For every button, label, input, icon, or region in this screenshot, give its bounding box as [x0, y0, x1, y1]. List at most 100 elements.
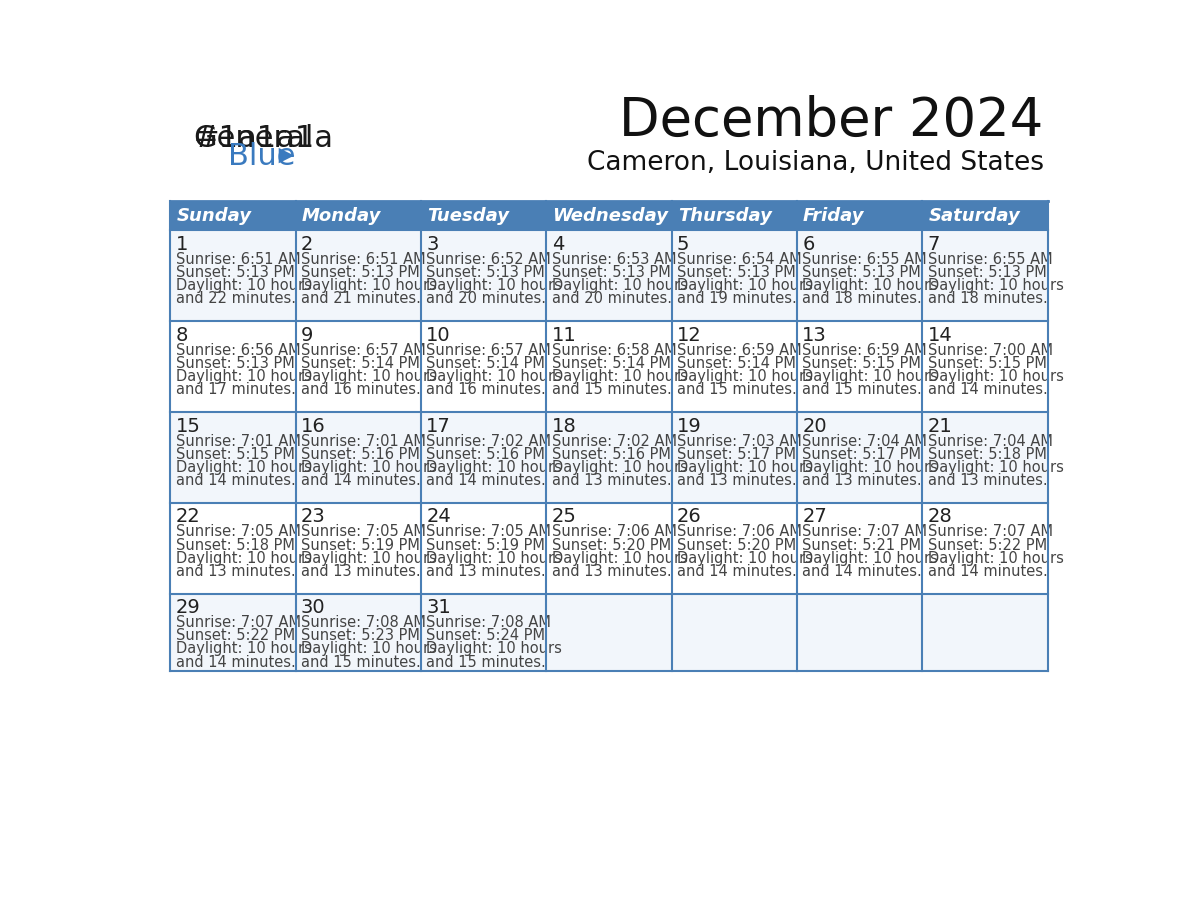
Text: Sunrise: 6:59 AM: Sunrise: 6:59 AM	[677, 342, 802, 358]
Text: Tuesday: Tuesday	[426, 207, 508, 225]
Text: Sunset: 5:16 PM: Sunset: 5:16 PM	[551, 447, 670, 462]
Text: Daylight: 10 hours: Daylight: 10 hours	[551, 551, 688, 565]
Text: Sunset: 5:16 PM: Sunset: 5:16 PM	[301, 447, 419, 462]
Text: Daylight: 10 hours: Daylight: 10 hours	[426, 278, 562, 293]
Text: and 15 minutes.: and 15 minutes.	[551, 382, 671, 397]
Text: 1: 1	[176, 235, 188, 254]
Text: Daylight: 10 hours: Daylight: 10 hours	[677, 369, 813, 384]
Text: Daylight: 10 hours: Daylight: 10 hours	[301, 278, 437, 293]
Text: Sunrise: 6:52 AM: Sunrise: 6:52 AM	[426, 252, 551, 267]
Text: and 13 minutes.: and 13 minutes.	[551, 473, 671, 487]
Text: and 18 minutes.: and 18 minutes.	[928, 291, 1048, 306]
Text: Sunrise: 6:54 AM: Sunrise: 6:54 AM	[677, 252, 802, 267]
Text: and 13 minutes.: and 13 minutes.	[426, 564, 546, 578]
Text: 27: 27	[802, 508, 827, 527]
Text: Sunrise: 7:02 AM: Sunrise: 7:02 AM	[551, 433, 677, 449]
Text: 30: 30	[301, 599, 326, 617]
Text: Daylight: 10 hours: Daylight: 10 hours	[176, 551, 311, 565]
Text: Sunrise: 6:51 AM: Sunrise: 6:51 AM	[301, 252, 425, 267]
Text: Sunset: 5:14 PM: Sunset: 5:14 PM	[301, 356, 419, 371]
Text: and 20 minutes.: and 20 minutes.	[426, 291, 546, 306]
Text: and 14 minutes.: and 14 minutes.	[802, 564, 922, 578]
Text: and 15 minutes.: and 15 minutes.	[677, 382, 797, 397]
Text: 6: 6	[802, 235, 815, 254]
Text: Thursday: Thursday	[677, 207, 771, 225]
Text: and 14 minutes.: and 14 minutes.	[928, 564, 1048, 578]
Text: Sunset: 5:13 PM: Sunset: 5:13 PM	[301, 265, 419, 280]
Text: 15: 15	[176, 417, 201, 436]
Text: Sunset: 5:15 PM: Sunset: 5:15 PM	[928, 356, 1047, 371]
Text: Sunset: 5:22 PM: Sunset: 5:22 PM	[176, 628, 295, 644]
Text: and 22 minutes.: and 22 minutes.	[176, 291, 296, 306]
Text: 10: 10	[426, 326, 451, 345]
Text: 17: 17	[426, 417, 451, 436]
Text: Daylight: 10 hours: Daylight: 10 hours	[176, 460, 311, 475]
Text: Sunset: 5:14 PM: Sunset: 5:14 PM	[551, 356, 670, 371]
Text: 21: 21	[928, 417, 953, 436]
Text: Daylight: 10 hours: Daylight: 10 hours	[301, 642, 437, 656]
Text: General: General	[194, 124, 314, 152]
Text: and 20 minutes.: and 20 minutes.	[551, 291, 671, 306]
Text: Daylight: 10 hours: Daylight: 10 hours	[677, 460, 813, 475]
Text: and 13 minutes.: and 13 minutes.	[301, 564, 421, 578]
Text: Sunrise: 7:08 AM: Sunrise: 7:08 AM	[426, 615, 551, 631]
Text: Sunset: 5:18 PM: Sunset: 5:18 PM	[176, 538, 295, 553]
Text: Sunrise: 7:03 AM: Sunrise: 7:03 AM	[677, 433, 802, 449]
Text: 31: 31	[426, 599, 451, 617]
Text: and 15 minutes.: and 15 minutes.	[426, 655, 546, 669]
Text: and 13 minutes.: and 13 minutes.	[551, 564, 671, 578]
Text: Daylight: 10 hours: Daylight: 10 hours	[551, 278, 688, 293]
Text: Sunrise: 7:07 AM: Sunrise: 7:07 AM	[928, 524, 1053, 540]
Text: #1a1a1a: #1a1a1a	[194, 124, 334, 152]
Text: Daylight: 10 hours: Daylight: 10 hours	[176, 278, 311, 293]
Text: Sunrise: 7:02 AM: Sunrise: 7:02 AM	[426, 433, 551, 449]
Text: Sunset: 5:22 PM: Sunset: 5:22 PM	[928, 538, 1047, 553]
Text: 26: 26	[677, 508, 702, 527]
Text: Sunday: Sunday	[176, 207, 252, 225]
Text: Sunrise: 7:05 AM: Sunrise: 7:05 AM	[176, 524, 301, 540]
Text: Sunset: 5:17 PM: Sunset: 5:17 PM	[677, 447, 796, 462]
Text: Sunrise: 7:01 AM: Sunrise: 7:01 AM	[301, 433, 425, 449]
Text: 24: 24	[426, 508, 451, 527]
Text: Sunrise: 6:56 AM: Sunrise: 6:56 AM	[176, 342, 301, 358]
Text: Sunrise: 6:53 AM: Sunrise: 6:53 AM	[551, 252, 676, 267]
Text: Sunset: 5:15 PM: Sunset: 5:15 PM	[176, 447, 295, 462]
Text: Blue: Blue	[228, 142, 296, 171]
Text: 28: 28	[928, 508, 953, 527]
Text: Daylight: 10 hours: Daylight: 10 hours	[551, 460, 688, 475]
Text: Sunset: 5:15 PM: Sunset: 5:15 PM	[802, 356, 921, 371]
Text: Daylight: 10 hours: Daylight: 10 hours	[928, 278, 1063, 293]
Text: Sunset: 5:13 PM: Sunset: 5:13 PM	[176, 265, 295, 280]
Text: 4: 4	[551, 235, 564, 254]
Text: Daylight: 10 hours: Daylight: 10 hours	[677, 551, 813, 565]
Text: 18: 18	[551, 417, 576, 436]
Bar	[170, 201, 1048, 230]
Text: Sunset: 5:18 PM: Sunset: 5:18 PM	[928, 447, 1047, 462]
Text: and 16 minutes.: and 16 minutes.	[426, 382, 546, 397]
Text: Daylight: 10 hours: Daylight: 10 hours	[301, 369, 437, 384]
Text: 16: 16	[301, 417, 326, 436]
Text: 9: 9	[301, 326, 314, 345]
Text: Daylight: 10 hours: Daylight: 10 hours	[677, 278, 813, 293]
Text: Daylight: 10 hours: Daylight: 10 hours	[802, 369, 939, 384]
Text: and 14 minutes.: and 14 minutes.	[677, 564, 797, 578]
Text: Sunset: 5:19 PM: Sunset: 5:19 PM	[426, 538, 545, 553]
Text: 12: 12	[677, 326, 702, 345]
Text: and 17 minutes.: and 17 minutes.	[176, 382, 296, 397]
Text: and 16 minutes.: and 16 minutes.	[301, 382, 421, 397]
Text: Daylight: 10 hours: Daylight: 10 hours	[426, 369, 562, 384]
Text: Daylight: 10 hours: Daylight: 10 hours	[301, 460, 437, 475]
Text: 19: 19	[677, 417, 702, 436]
Text: Daylight: 10 hours: Daylight: 10 hours	[928, 551, 1063, 565]
Text: Sunset: 5:14 PM: Sunset: 5:14 PM	[677, 356, 796, 371]
Text: Sunrise: 6:55 AM: Sunrise: 6:55 AM	[928, 252, 1053, 267]
Text: Friday: Friday	[803, 207, 865, 225]
Text: Daylight: 10 hours: Daylight: 10 hours	[176, 642, 311, 656]
Text: Wednesday: Wednesday	[552, 207, 669, 225]
Text: Sunset: 5:14 PM: Sunset: 5:14 PM	[426, 356, 545, 371]
Text: Sunrise: 6:58 AM: Sunrise: 6:58 AM	[551, 342, 676, 358]
Text: Sunrise: 6:57 AM: Sunrise: 6:57 AM	[301, 342, 425, 358]
Text: Sunrise: 7:06 AM: Sunrise: 7:06 AM	[551, 524, 676, 540]
Text: 25: 25	[551, 508, 576, 527]
Text: Sunset: 5:20 PM: Sunset: 5:20 PM	[551, 538, 671, 553]
